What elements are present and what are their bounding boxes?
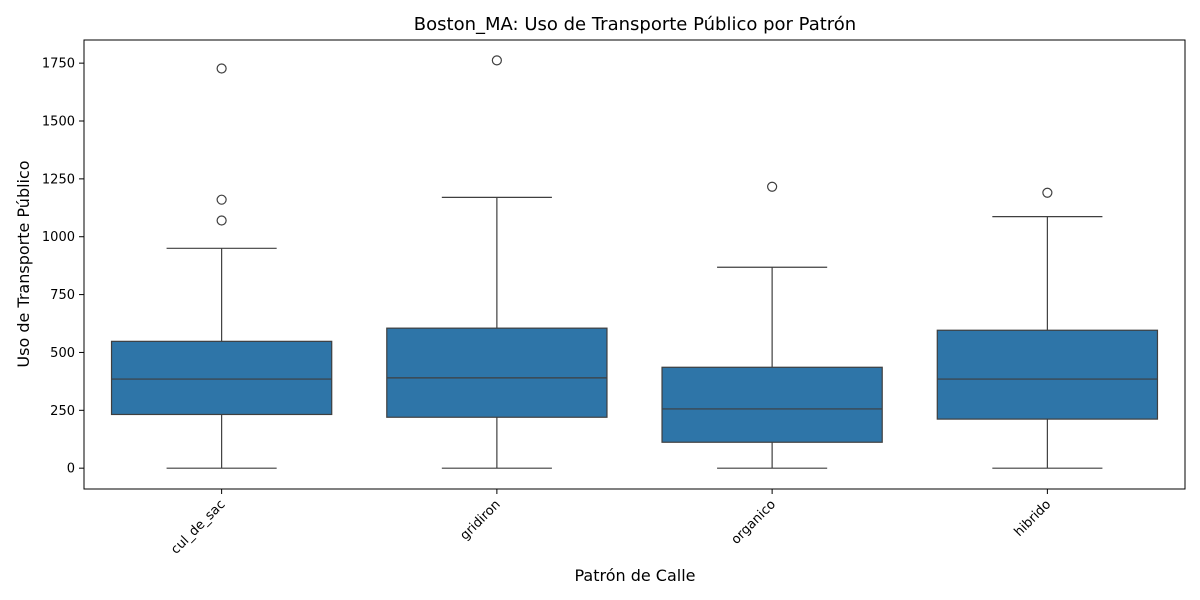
box-group-cul_de_sac (110, 63, 333, 469)
y-tick-label: 1000 (42, 230, 75, 245)
box-group-gridiron (386, 55, 608, 469)
outlier-point (767, 181, 778, 192)
box-group-hibrido (936, 187, 1159, 469)
y-axis-label: Uso de Transporte Público (14, 160, 33, 367)
plot-area (110, 55, 1159, 469)
y-axis: 0 250 500 750 1000 1250 1500 1750 (42, 57, 84, 477)
y-tick-label: 1500 (42, 115, 75, 130)
iqr-box (936, 329, 1159, 420)
y-tick-label: 1750 (42, 57, 75, 72)
x-axis-label: Patrón de Calle (574, 566, 695, 585)
y-tick-label: 1250 (42, 172, 75, 187)
y-tick-label: 250 (50, 404, 75, 419)
x-tick-label: hibrido (1012, 497, 1055, 540)
x-tick-label: organico (729, 497, 779, 547)
iqr-box (110, 340, 333, 416)
iqr-box (661, 366, 883, 443)
plot-frame (83, 39, 1186, 490)
x-axis: cul_de_sac gridiron organico hibrido (168, 489, 1054, 557)
x-tick-label: cul_de_sac (168, 497, 228, 557)
y-tick-label: 0 (67, 462, 75, 477)
outlier-point (216, 194, 227, 205)
y-tick-label: 500 (50, 346, 75, 361)
outlier-point (216, 215, 227, 226)
outlier-point (1042, 187, 1053, 198)
outlier-point (216, 63, 227, 74)
x-tick-label: gridiron (458, 497, 504, 543)
box-group-organico (661, 181, 883, 469)
y-tick-label: 750 (50, 288, 75, 303)
outlier-point (491, 55, 502, 66)
iqr-box (386, 327, 608, 418)
chart-title: Boston_MA: Uso de Transporte Público por… (414, 14, 856, 35)
